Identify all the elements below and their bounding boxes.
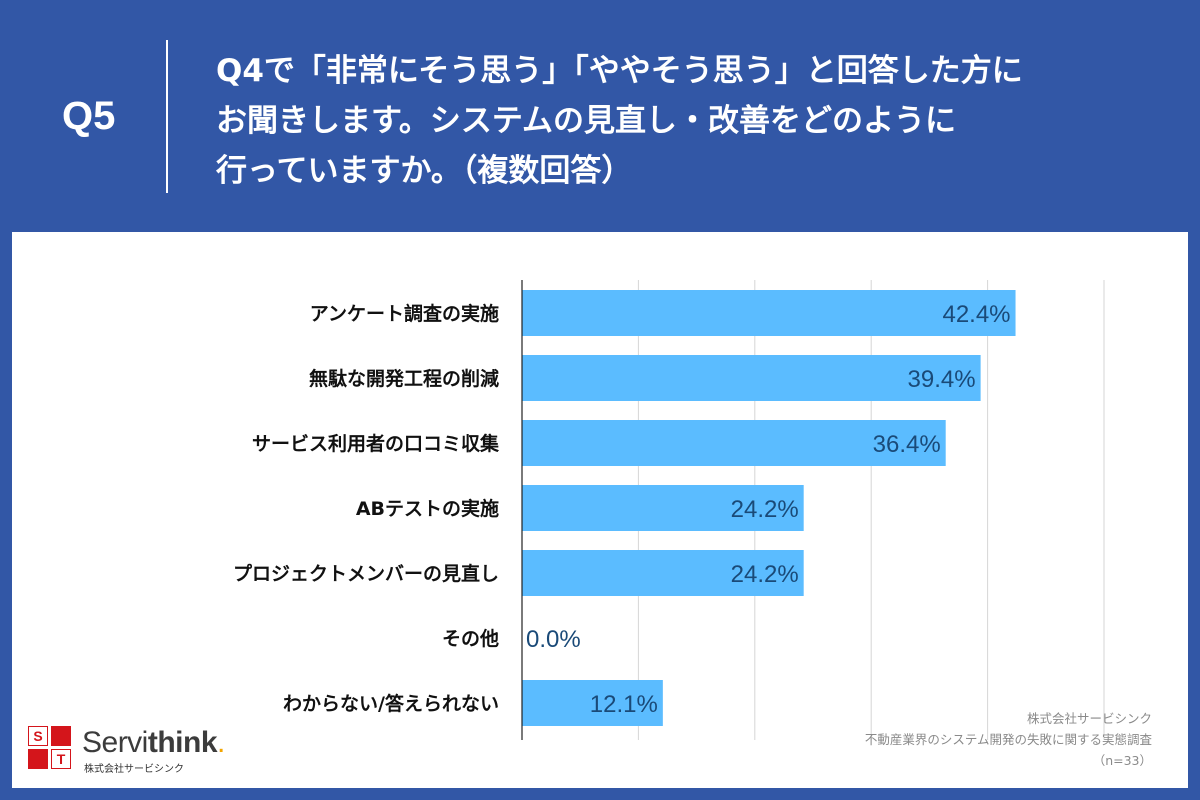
category-label: わからない/答えられない <box>283 692 499 715</box>
logo-box-t: T <box>51 749 71 769</box>
bar <box>522 355 981 401</box>
category-label: その他 <box>442 627 499 650</box>
question-line: Q4で「非常にそう思う」「ややそう思う」と回答した方に <box>216 53 1023 89</box>
logo-wordmark-bold: think <box>147 726 218 759</box>
footnote-survey: 不動産業界のシステム開発の失敗に関する実態調査 <box>864 732 1152 747</box>
footnote-sample-size: （n=33） <box>1092 753 1152 768</box>
logo-box-s: S <box>28 726 48 746</box>
bar <box>522 485 804 531</box>
category-label: プロジェクトメンバーの見直し <box>233 562 499 585</box>
logo-box-fill <box>28 749 48 769</box>
bar-chart: アンケート調査の実施 42.4% 無駄な開発工程の削減 39.4% サービス利用者の口コ… <box>233 280 1105 740</box>
chart-panel: アンケート調査の実施 42.4% 無駄な開発工程の削減 39.4% サービス利用者の口コ… <box>12 232 1188 788</box>
logo-wordmark: Servithink. <box>82 726 225 760</box>
bar <box>522 550 804 596</box>
bar <box>522 290 1016 336</box>
value-label: 24.2% <box>731 496 799 523</box>
logo-wordmark-regular: Servi <box>82 726 148 759</box>
header: Q5 Q4で「非常にそう思う」「ややそう思う」と回答した方に お聞きします。シス… <box>0 0 1200 232</box>
company-logo: S T Servithink. 株式会社サービシンク <box>20 724 280 776</box>
category-label: ABテストの実施 <box>356 497 499 520</box>
value-label: 24.2% <box>731 561 799 588</box>
header-divider <box>166 40 168 193</box>
bar <box>522 420 946 466</box>
category-label: アンケート調査の実施 <box>310 302 499 325</box>
logo-subtitle: 株式会社サービシンク <box>84 764 184 775</box>
logo-box-fill <box>51 726 71 746</box>
value-label: 36.4% <box>873 431 941 458</box>
question-text: Q4で「非常にそう思う」「ややそう思う」と回答した方に お聞きします。システムの… <box>216 46 1023 196</box>
logo-wordmark-dot: . <box>217 726 225 759</box>
footnote-company: 株式会社サービシンク <box>1026 711 1152 726</box>
question-line: 行っていますか。（複数回答） <box>216 153 633 189</box>
category-label: サービス利用者の口コミ収集 <box>252 432 500 455</box>
value-label: 0.0% <box>526 626 581 653</box>
footnote: 株式会社サービシンク 不動産業界のシステム開発の失敗に関する実態調査 （n=33… <box>865 708 1152 771</box>
question-line: お聞きします。システムの見直し・改善をどのように <box>216 103 956 139</box>
question-number: Q5 <box>62 94 116 138</box>
value-label: 42.4% <box>942 301 1010 328</box>
value-label: 39.4% <box>908 366 976 393</box>
category-label: 無駄な開発工程の削減 <box>309 367 499 390</box>
bar <box>522 680 663 726</box>
value-label: 12.1% <box>590 691 658 718</box>
